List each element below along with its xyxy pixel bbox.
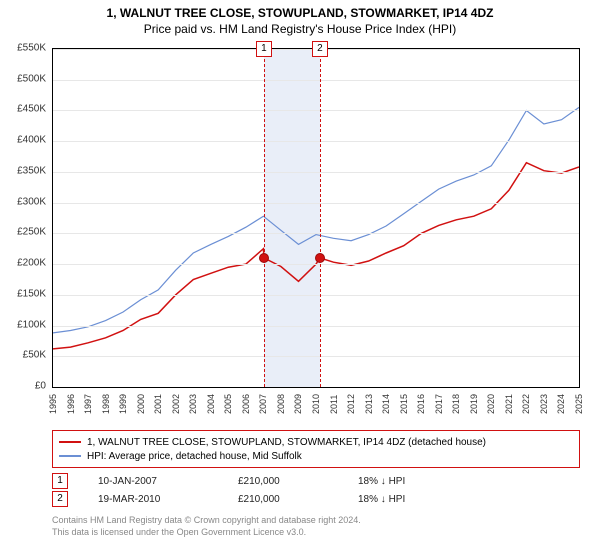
legend-swatch xyxy=(59,455,81,457)
gridline xyxy=(53,356,579,357)
legend-row: HPI: Average price, detached house, Mid … xyxy=(59,449,573,463)
y-tick-label: £100K xyxy=(17,319,46,330)
y-tick-label: £400K xyxy=(17,135,46,146)
y-tick-label: £150K xyxy=(17,288,46,299)
y-tick-label: £50K xyxy=(23,350,46,361)
y-axis-labels: £0£50K£100K£150K£200K£250K£300K£350K£400… xyxy=(0,48,50,388)
x-tick-label: 2018 xyxy=(451,394,461,414)
x-tick-label: 2017 xyxy=(434,394,444,414)
x-tick-label: 2007 xyxy=(258,394,268,414)
sale-point-dot xyxy=(259,253,269,263)
y-tick-label: £300K xyxy=(17,196,46,207)
y-tick-label: £450K xyxy=(17,104,46,115)
x-tick-label: 2006 xyxy=(241,394,251,414)
x-tick-label: 2004 xyxy=(206,394,216,414)
x-tick-label: 2024 xyxy=(556,394,566,414)
sale-marker-icon: 2 xyxy=(52,491,68,507)
x-tick-label: 1996 xyxy=(66,394,76,414)
gridline xyxy=(53,172,579,173)
sale-price: £210,000 xyxy=(238,476,328,487)
y-tick-label: £0 xyxy=(35,381,46,392)
gridline xyxy=(53,203,579,204)
x-tick-label: 2010 xyxy=(311,394,321,414)
x-tick-label: 2025 xyxy=(574,394,584,414)
y-tick-label: £250K xyxy=(17,227,46,238)
sale-row: 2 19-MAR-2010 £210,000 18% ↓ HPI xyxy=(52,490,580,508)
sale-marker-line xyxy=(320,49,321,387)
gridline xyxy=(53,326,579,327)
legend-label: HPI: Average price, detached house, Mid … xyxy=(87,451,302,462)
footer-text: Contains HM Land Registry data © Crown c… xyxy=(52,514,580,538)
gridline xyxy=(53,141,579,142)
sale-point-dot xyxy=(315,253,325,263)
sale-date: 10-JAN-2007 xyxy=(98,476,208,487)
sale-date: 19-MAR-2010 xyxy=(98,494,208,505)
x-axis-labels: 1995199619971998199920002001200220032004… xyxy=(52,390,580,430)
y-tick-label: £200K xyxy=(17,258,46,269)
sale-marker-icon: 1 xyxy=(256,41,272,57)
x-tick-label: 2021 xyxy=(504,394,514,414)
sale-marker-line xyxy=(264,49,265,387)
x-tick-label: 2013 xyxy=(364,394,374,414)
x-tick-label: 2011 xyxy=(329,395,339,414)
sale-delta: 18% ↓ HPI xyxy=(358,476,405,487)
footer-line: Contains HM Land Registry data © Crown c… xyxy=(52,514,580,526)
x-tick-label: 2015 xyxy=(399,394,409,414)
y-tick-label: £350K xyxy=(17,165,46,176)
gridline xyxy=(53,233,579,234)
x-tick-label: 2005 xyxy=(223,394,233,414)
x-tick-label: 1997 xyxy=(83,394,93,414)
x-tick-label: 2002 xyxy=(171,394,181,414)
sale-delta: 18% ↓ HPI xyxy=(358,494,405,505)
gridline xyxy=(53,110,579,111)
x-tick-label: 2001 xyxy=(153,394,163,414)
sale-marker-icon: 2 xyxy=(312,41,328,57)
sale-marker-icon: 1 xyxy=(52,473,68,489)
legend-label: 1, WALNUT TREE CLOSE, STOWUPLAND, STOWMA… xyxy=(87,437,486,448)
gridline xyxy=(53,295,579,296)
sale-row: 1 10-JAN-2007 £210,000 18% ↓ HPI xyxy=(52,472,580,490)
y-tick-label: £500K xyxy=(17,73,46,84)
x-tick-label: 1995 xyxy=(48,394,58,414)
legend-box: 1, WALNUT TREE CLOSE, STOWUPLAND, STOWMA… xyxy=(52,430,580,468)
x-tick-label: 2008 xyxy=(276,394,286,414)
chart-area: 12 xyxy=(52,48,580,388)
title-sub: Price paid vs. HM Land Registry's House … xyxy=(0,22,600,36)
title-main: 1, WALNUT TREE CLOSE, STOWUPLAND, STOWMA… xyxy=(0,6,600,20)
x-tick-label: 2003 xyxy=(188,394,198,414)
x-tick-label: 2014 xyxy=(381,394,391,414)
gridline xyxy=(53,264,579,265)
legend-row: 1, WALNUT TREE CLOSE, STOWUPLAND, STOWMA… xyxy=(59,435,573,449)
legend-swatch xyxy=(59,441,81,443)
sale-price: £210,000 xyxy=(238,494,328,505)
footer-line: This data is licensed under the Open Gov… xyxy=(52,526,580,538)
y-tick-label: £550K xyxy=(17,43,46,54)
x-tick-label: 2009 xyxy=(293,394,303,414)
x-tick-label: 2000 xyxy=(136,394,146,414)
gridline xyxy=(53,80,579,81)
x-tick-label: 2012 xyxy=(346,394,356,414)
x-tick-label: 2019 xyxy=(469,394,479,414)
x-tick-label: 2020 xyxy=(486,394,496,414)
x-tick-label: 2023 xyxy=(539,394,549,414)
x-tick-label: 2022 xyxy=(521,394,531,414)
x-tick-label: 1999 xyxy=(118,394,128,414)
sales-table: 1 10-JAN-2007 £210,000 18% ↓ HPI 2 19-MA… xyxy=(52,472,580,508)
x-tick-label: 2016 xyxy=(416,394,426,414)
x-tick-label: 1998 xyxy=(101,394,111,414)
